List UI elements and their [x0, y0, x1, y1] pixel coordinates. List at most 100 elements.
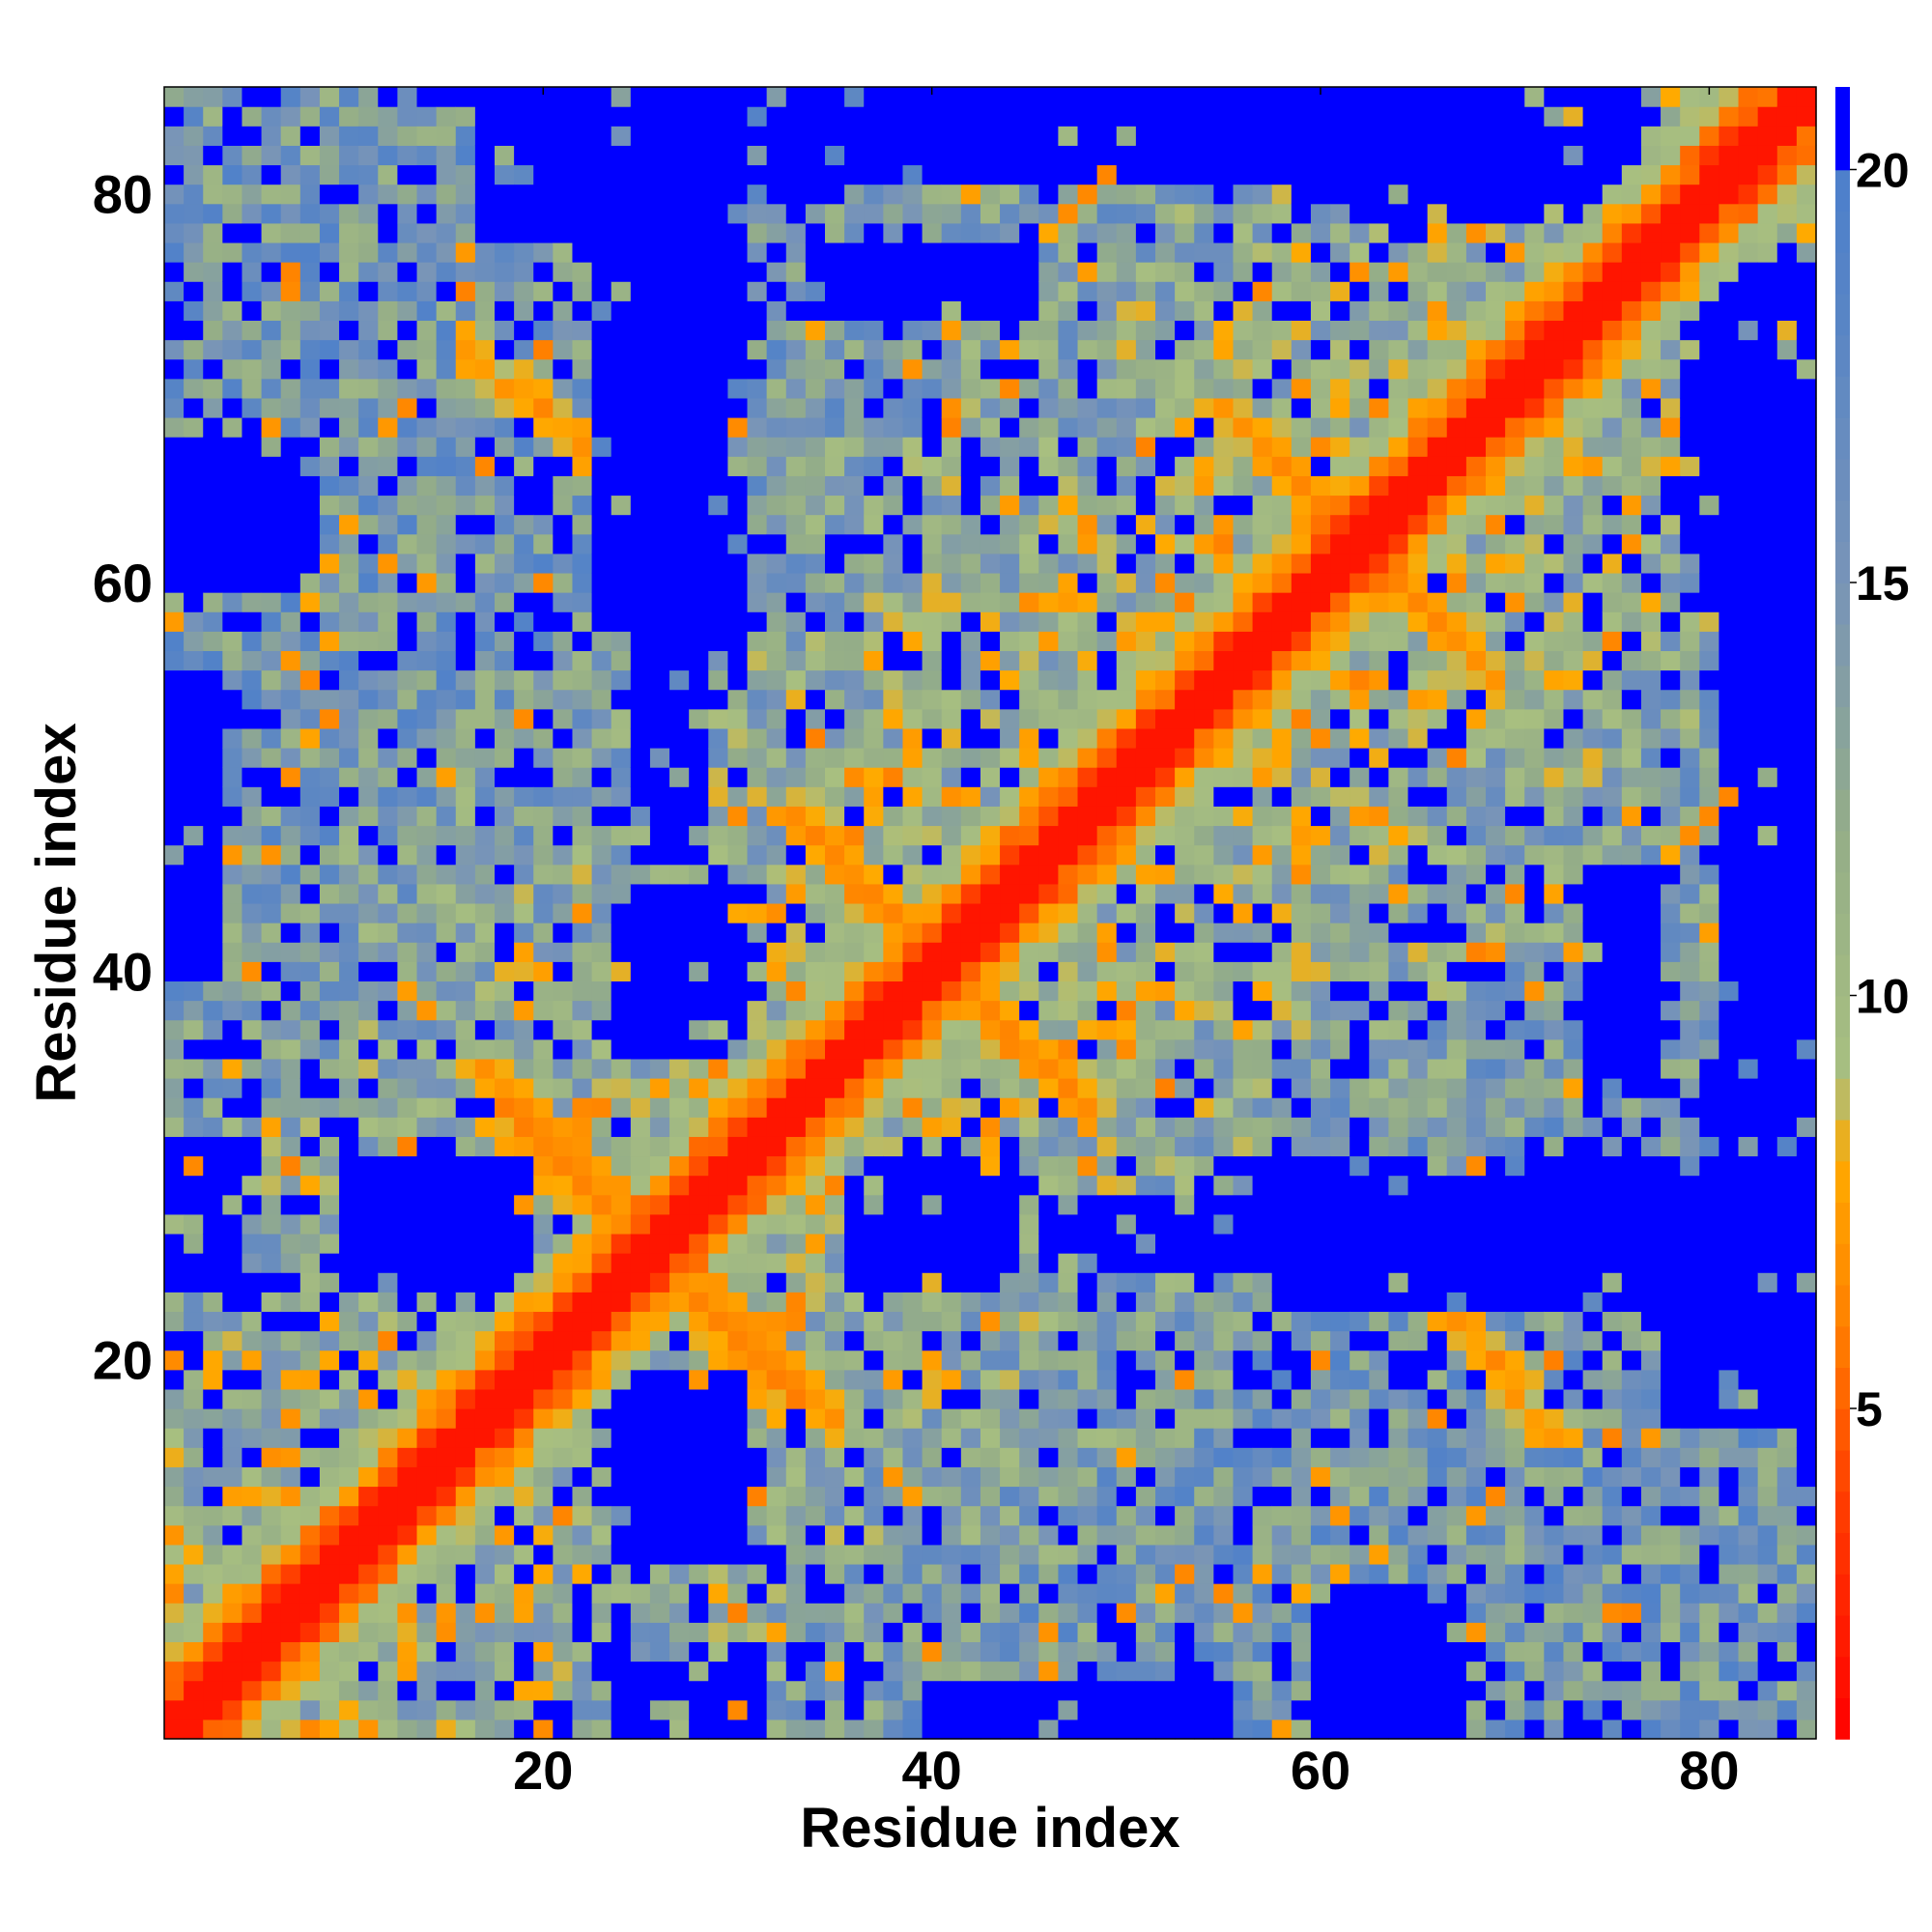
heatmap-cell: [1058, 184, 1079, 205]
heatmap-cell: [455, 475, 476, 497]
heatmap-cell: [727, 1194, 749, 1215]
heatmap-cell: [1175, 475, 1195, 497]
heatmap-cell: [455, 1641, 476, 1662]
heatmap-cell: [747, 980, 768, 1002]
heatmap-cell: [1077, 786, 1098, 807]
heatmap-cell: [766, 184, 787, 205]
heatmap-cell: [397, 126, 418, 146]
heatmap-cell: [495, 1544, 515, 1565]
heatmap-cell: [902, 203, 923, 224]
heatmap-cell: [553, 1155, 574, 1177]
heatmap-cell: [864, 1292, 884, 1313]
heatmap-cell: [1038, 495, 1060, 516]
heatmap-cell: [1155, 87, 1176, 107]
heatmap-cell: [474, 727, 496, 749]
heatmap-cell: [708, 572, 729, 593]
heatmap-cell: [184, 1350, 204, 1371]
heatmap-cell: [766, 1661, 787, 1682]
heatmap-cell: [844, 1272, 865, 1293]
heatmap-cell: [1058, 87, 1079, 107]
heatmap-cell: [1135, 1369, 1156, 1390]
heatmap-cell: [1096, 320, 1118, 341]
heatmap-cell: [1194, 164, 1214, 185]
heatmap-cell: [1271, 262, 1293, 282]
heatmap-cell: [572, 902, 593, 923]
heatmap-cell: [766, 1136, 787, 1157]
heatmap-cell: [1000, 689, 1020, 710]
heatmap-cell: [649, 844, 670, 866]
heatmap-cell: [203, 126, 223, 146]
heatmap-cell: [727, 708, 749, 729]
heatmap-cell: [572, 1253, 593, 1273]
heatmap-cell: [261, 222, 282, 243]
heatmap-cell: [747, 1253, 768, 1273]
heatmap-cell: [572, 514, 593, 535]
heatmap-cell: [689, 806, 709, 827]
heatmap-cell: [1019, 1505, 1039, 1526]
heatmap-cell: [785, 1350, 807, 1371]
heatmap-cell: [727, 1719, 749, 1740]
heatmap-cell: [766, 767, 787, 787]
heatmap-cell: [514, 1000, 534, 1021]
heatmap-cell: [203, 397, 223, 418]
heatmap-cell: [572, 1486, 593, 1507]
heatmap-cell: [1077, 689, 1098, 710]
heatmap-cell: [883, 1311, 904, 1332]
heatmap-cell: [1233, 1253, 1254, 1273]
heatmap-cell: [242, 806, 263, 827]
heatmap-cell: [1096, 1117, 1118, 1137]
heatmap-cell: [689, 1350, 709, 1371]
heatmap-cell: [844, 748, 865, 768]
heatmap-cell: [1252, 1719, 1273, 1740]
heatmap-cell: [358, 611, 379, 632]
heatmap-cell: [553, 864, 574, 885]
heatmap-cell: [184, 1000, 204, 1021]
heatmap-cell: [1038, 1563, 1060, 1584]
heatmap-cell: [164, 1544, 185, 1565]
heatmap-cell: [649, 1272, 670, 1293]
heatmap-cell: [805, 669, 826, 691]
heatmap-cell: [339, 1641, 359, 1662]
heatmap-cell: [1175, 650, 1195, 671]
heatmap-cell: [649, 1661, 670, 1682]
heatmap-cell: [1038, 1466, 1060, 1488]
heatmap-cell: [397, 1719, 418, 1740]
heatmap-cell: [1135, 145, 1156, 166]
heatmap-cell: [689, 339, 709, 360]
heatmap-cell: [630, 495, 651, 516]
heatmap-cell: [1116, 281, 1137, 301]
heatmap-cell: [280, 1272, 301, 1293]
heatmap-cell: [611, 1486, 632, 1507]
heatmap-cell: [474, 300, 496, 322]
heatmap-cell: [902, 1486, 923, 1507]
heatmap-cell: [299, 650, 321, 671]
heatmap-cell: [980, 145, 1001, 166]
heatmap-cell: [280, 1719, 301, 1740]
heatmap-cell: [1155, 1019, 1176, 1040]
heatmap-cell: [164, 825, 185, 846]
heatmap-cell: [299, 864, 321, 885]
heatmap-cell: [864, 475, 884, 497]
heatmap-cell: [883, 1058, 904, 1079]
heatmap-cell: [785, 1097, 807, 1118]
heatmap-cell: [689, 1155, 709, 1177]
heatmap-cell: [1194, 592, 1214, 612]
heatmap-cell: [649, 514, 670, 535]
heatmap-cell: [785, 1408, 807, 1429]
heatmap-cell: [397, 184, 418, 205]
heatmap-cell: [242, 1175, 263, 1196]
heatmap-cell: [1175, 281, 1195, 301]
heatmap-cell: [1000, 650, 1020, 671]
heatmap-cell: [708, 1466, 729, 1488]
heatmap-cell: [280, 1292, 301, 1313]
heatmap-cell: [1019, 923, 1039, 943]
heatmap-cell: [1155, 1447, 1176, 1467]
heatmap-cell: [649, 631, 670, 652]
heatmap-cell: [378, 126, 399, 146]
heatmap-cell: [864, 883, 884, 904]
heatmap-cell: [514, 902, 534, 923]
heatmap-cell: [1175, 1175, 1195, 1196]
heatmap-cell: [416, 631, 438, 652]
heatmap-cell: [611, 1233, 632, 1254]
heatmap-cell: [1213, 1505, 1235, 1526]
